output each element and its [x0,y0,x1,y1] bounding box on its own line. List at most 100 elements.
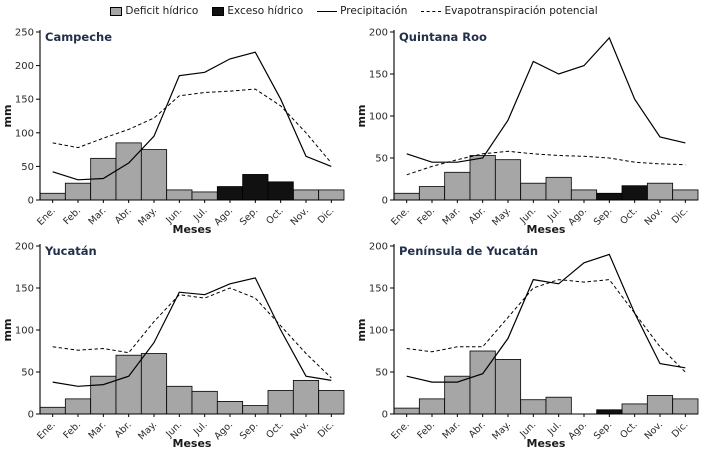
bar-exceso-Oct. [267,181,294,201]
x-tick-label: Nov. [289,205,312,228]
y-tick-label: 50 [21,368,34,379]
x-tick-label: Oct. [618,205,640,227]
chart-title: Quintana Roo [399,30,487,44]
x-tick-label: Ene. [389,419,412,442]
y-tick-label: 0 [28,410,34,421]
legend-item-deficit: Deficit hídrico [110,5,198,17]
bar-deficit-Ene. [393,192,420,201]
bar-exceso-Oct. [621,185,648,201]
y-tick-label: 100 [369,112,388,123]
x-tick-label: Oct. [264,205,286,227]
x-tick-label: Nov. [643,419,666,442]
y-axis-label: mm [1,319,14,342]
x-tick-label: Jul. [545,419,564,438]
x-tick-label: Jul. [191,419,210,438]
precipitacion-line [406,253,686,383]
legend-item-exceso: Exceso hídrico [212,5,303,17]
y-tick-label: 100 [369,326,388,337]
bar-deficit-Abr. [469,155,496,201]
bar-exceso-Sep. [242,174,269,201]
bar-deficit-Feb. [418,398,446,415]
y-axis-label: mm [1,105,14,128]
bar-deficit-Mar. [90,375,117,415]
bar-deficit-Jun. [520,182,547,201]
bar-deficit-Jun. [166,189,193,201]
bar-deficit-Jul. [545,396,572,415]
bar-deficit-Ene. [39,406,66,415]
y-tick-label: 100 [15,128,34,139]
y-axis-label: mm [355,319,368,342]
exceso-swatch-icon [212,6,225,16]
bar-deficit-Mar. [444,171,471,201]
x-tick-label: Jul. [191,205,210,224]
evapotranspiracion-line [406,150,686,176]
bar-deficit-Jun. [166,385,193,415]
x-tick-label: Ene. [389,205,412,228]
x-tick-label: Mar. [86,205,108,227]
bar-deficit-Nov. [292,189,320,201]
x-axis-label: Meses [527,437,566,450]
x-tick-label: May. [490,419,513,442]
x-tick-label: Mar. [86,419,108,441]
precipitacion-line [406,36,686,163]
y-axis-label: mm [355,105,368,128]
x-tick-label: Dic. [316,419,337,440]
deficit-swatch-icon [110,6,123,16]
bar-deficit-Oct. [267,390,294,415]
x-tick-label: Ene. [35,419,58,442]
y-tick-label: 50 [375,154,388,165]
legend-label-precipitacion: Precipitación [340,5,408,17]
bar-deficit-May. [140,149,168,201]
x-tick-label: Feb. [61,419,83,441]
bar-deficit-May. [494,159,522,201]
evapotranspiracion-line [406,279,686,373]
x-tick-label: Ago. [212,419,235,442]
legend-item-evapotranspiracion: Evapotranspiración potencial [421,5,598,17]
y-tick-label: 50 [21,162,34,173]
legend-label-exceso: Exceso hídrico [227,5,304,17]
bar-deficit-Ene. [39,192,66,201]
precipitacion-line [52,51,332,181]
x-tick-label: Oct. [618,419,640,441]
x-tick-label: Oct. [264,419,286,441]
x-tick-label: Ago. [566,419,589,442]
x-tick-label: Abr. [113,205,134,226]
evapotranspiracion-line [52,287,332,379]
chart-title: Campeche [45,30,112,44]
dashed-line-icon [421,10,442,12]
bar-deficit-May. [494,359,522,415]
x-tick-label: Feb. [61,205,83,227]
y-tick-label: 0 [382,410,388,421]
bar-exceso-Ago. [216,186,244,201]
x-tick-label: Sep. [592,205,615,228]
x-tick-label: May. [136,205,159,228]
legend-label-deficit: Deficit hídrico [125,5,199,17]
chart-title: Yucatán [44,244,97,258]
legend-label-evapotranspiracion: Evapotranspiración potencial [444,5,598,17]
x-tick-label: Sep. [592,419,615,442]
x-tick-label: Abr. [467,205,488,226]
y-tick-label: 150 [15,95,34,106]
x-tick-label: Ene. [35,205,58,228]
bar-deficit-Dic. [672,398,699,415]
charts-grid: 0 50 100 150 200 250 Ene. Feb. Mar. Abr. May. Jun. J… [0,22,708,450]
y-tick-label: 0 [382,196,388,207]
bar-deficit-Dic. [318,390,345,415]
bar-deficit-Ago. [216,400,244,415]
bar-deficit-Feb. [418,186,446,201]
legend-item-precipitacion: Precipitación [317,5,407,17]
chart-title: Península de Yucatán [399,244,538,258]
x-tick-label: Dic. [316,205,337,226]
x-tick-label: Nov. [643,205,666,228]
bar-deficit-Nov. [646,395,674,415]
x-tick-label: Jul. [545,205,564,224]
bar-deficit-Sep. [242,405,269,415]
y-tick-label: 100 [15,326,34,337]
bar-deficit-Nov. [646,182,674,201]
bar-deficit-Ene. [393,407,420,415]
bar-deficit-Oct. [621,403,648,415]
x-tick-label: Ago. [566,205,589,228]
bar-deficit-Jul. [191,191,218,201]
